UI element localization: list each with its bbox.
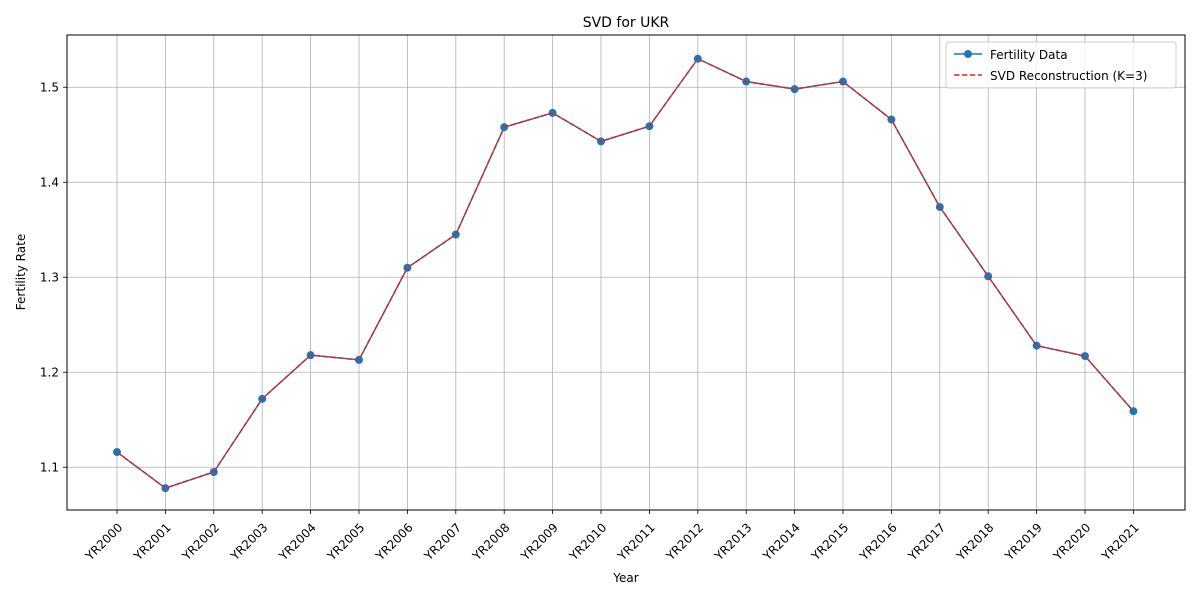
plot-frame <box>66 34 1186 511</box>
y-tick-label: 1.4 <box>40 175 59 189</box>
y-tick-label: 1.5 <box>40 80 59 94</box>
legend-label-fertility-data: Fertility Data <box>990 48 1068 62</box>
y-tick-label: 1.3 <box>40 270 59 284</box>
x-axis-label: Year <box>612 571 638 585</box>
grid-lines <box>67 35 1185 510</box>
chart-title: SVD for UKR <box>583 15 670 31</box>
legend-label-svd-reconstruction: SVD Reconstruction (K=3) <box>990 69 1147 83</box>
plot-area-background <box>67 35 1185 510</box>
legend-marker-fertility-data <box>964 50 972 58</box>
legend: Fertility Data SVD Reconstruction (K=3) <box>945 41 1177 89</box>
y-axis-ticks: 1.1 1.2 1.3 1.4 1.5 <box>40 80 67 474</box>
series-line-svd-reconstruction-k-3 <box>116 58 1134 489</box>
legend-box <box>945 41 1177 89</box>
series-layer <box>113 54 1138 493</box>
y-tick-label: 1.1 <box>40 460 59 474</box>
y-axis-label: Fertility Rate <box>14 234 28 310</box>
y-tick-label: 1.2 <box>40 365 59 379</box>
